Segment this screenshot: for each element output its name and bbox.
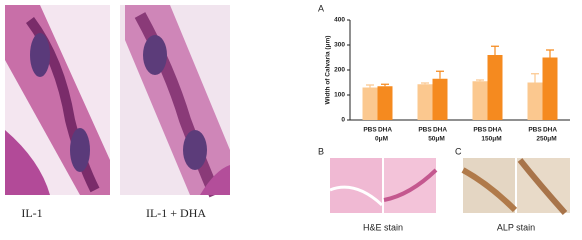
error-bar — [421, 82, 429, 85]
series-label: DHA — [488, 127, 502, 134]
error-bar — [531, 73, 539, 83]
panel-label: B — [318, 146, 324, 156]
panel-label: C — [455, 146, 462, 156]
stain-label: H&E stain — [363, 222, 403, 232]
y-tick-label: 400 — [334, 17, 345, 24]
x-tick-label: 150μM — [481, 136, 501, 143]
bar — [432, 78, 448, 120]
bar — [417, 84, 433, 120]
y-axis-title: Width of Calvaria (μm) — [325, 36, 332, 105]
error-bar — [476, 79, 484, 82]
series-label: PBS — [418, 127, 432, 134]
x-tick-label: 0μM — [375, 136, 388, 143]
bar — [542, 57, 558, 120]
he-images — [329, 158, 438, 213]
series-label: PBS — [528, 127, 542, 134]
bar — [377, 86, 393, 120]
bar — [362, 87, 378, 120]
error-bar — [546, 49, 554, 58]
caption: IL-1 — [21, 206, 42, 220]
error-bar — [436, 70, 444, 79]
y-tick-label: 200 — [334, 67, 345, 74]
bar — [487, 55, 503, 120]
caption: IL-1 + DHA — [146, 206, 206, 220]
bar — [472, 81, 488, 120]
micrograph-il1-dha — [120, 5, 230, 198]
error-bar — [491, 45, 499, 55]
y-tick-label: 100 — [334, 92, 345, 99]
x-tick-label: 50μM — [428, 136, 445, 143]
y-tick-label: 300 — [334, 42, 345, 49]
error-bar — [381, 83, 389, 87]
stain-label: ALP stain — [497, 222, 535, 232]
series-label: PBS — [363, 127, 377, 134]
series-label: DHA — [378, 127, 392, 134]
x-tick-label: 250μM — [536, 136, 556, 143]
series-label: DHA — [543, 127, 557, 134]
y-tick-label: 0 — [341, 117, 345, 124]
series-label: DHA — [433, 127, 447, 134]
panel-label: A — [318, 3, 324, 13]
bar — [527, 82, 543, 120]
micrograph-il1 — [5, 5, 110, 195]
series-label: PBS — [473, 127, 487, 134]
alp-images — [461, 158, 570, 215]
error-bar — [366, 84, 374, 88]
